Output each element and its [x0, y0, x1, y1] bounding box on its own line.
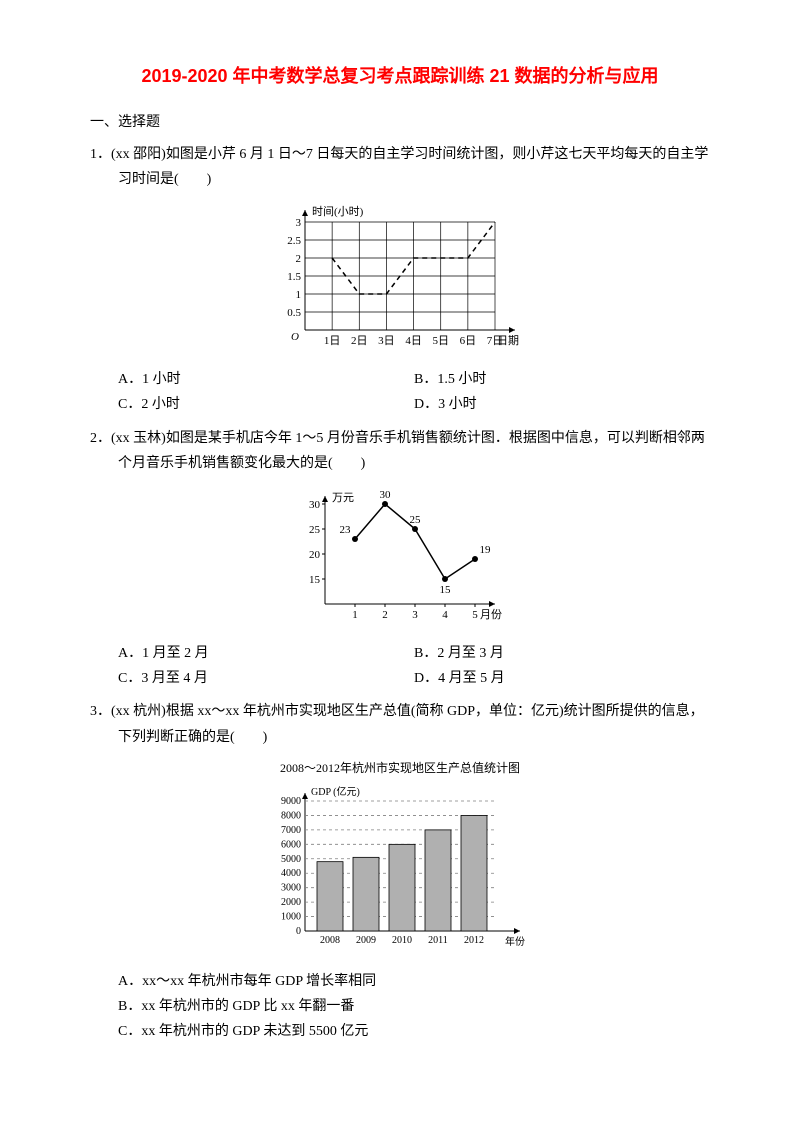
- svg-text:7日: 7日: [487, 335, 504, 347]
- svg-text:3: 3: [296, 217, 302, 229]
- svg-text:2000: 2000: [281, 898, 301, 909]
- q2-optA: A．1 月至 2 月: [118, 641, 414, 666]
- svg-text:2009: 2009: [356, 935, 376, 946]
- svg-text:6000: 6000: [281, 840, 301, 851]
- svg-text:1.5: 1.5: [287, 271, 301, 283]
- q1-ylabel: 时间(小时): [312, 205, 364, 218]
- svg-text:2.5: 2.5: [287, 235, 301, 247]
- q2-options: A．1 月至 2 月 B．2 月至 3 月 C．3 月至 4 月 D．4 月至 …: [90, 641, 710, 691]
- q1-number: 1．: [90, 147, 111, 162]
- q3-ylabel: GDP (亿元): [311, 785, 360, 798]
- svg-text:0.5: 0.5: [287, 307, 301, 319]
- q3-number: 3．: [90, 704, 111, 719]
- question-3: 3．(xx 杭州)根据 xx～xx 年杭州市实现地区生产总值(简称 GDP，单位…: [90, 699, 710, 1044]
- svg-text:2011: 2011: [428, 935, 448, 946]
- svg-text:20: 20: [309, 549, 321, 561]
- q2-text: (xx 玉林)如图是某手机店今年 1～5 月份音乐手机销售额统计图．根据图中信息…: [111, 431, 705, 471]
- svg-text:9000: 9000: [281, 796, 301, 807]
- svg-text:2008: 2008: [320, 935, 340, 946]
- q3-chart-title: 2008～2012年杭州市实现地区生产总值统计图: [90, 758, 710, 780]
- question-2: 2．(xx 玉林)如图是某手机店今年 1～5 月份音乐手机销售额统计图．根据图中…: [90, 426, 710, 692]
- svg-text:5日: 5日: [432, 335, 449, 347]
- svg-text:15: 15: [440, 584, 452, 596]
- q3-optA: A．xx～xx 年杭州市每年 GDP 增长率相同: [118, 969, 710, 994]
- q1-optA: A．1 小时: [118, 367, 414, 392]
- q2-ylabel: 万元: [332, 492, 354, 504]
- svg-text:15: 15: [309, 574, 321, 586]
- q1-optD: D．3 小时: [414, 392, 710, 417]
- svg-text:2日: 2日: [351, 335, 368, 347]
- q2-chart: 万元 月份 15202530 12345 2330251519: [90, 484, 710, 633]
- svg-text:0: 0: [296, 926, 301, 937]
- svg-text:5000: 5000: [281, 854, 301, 865]
- q1-chart: 时间(小时) 日期 O 0.511.522.53 1日2日3日4日5日6日7日: [90, 200, 710, 359]
- svg-text:4: 4: [442, 609, 448, 621]
- svg-text:1日: 1日: [324, 335, 341, 347]
- svg-text:3000: 3000: [281, 883, 301, 894]
- svg-text:23: 23: [340, 524, 352, 536]
- svg-text:2: 2: [296, 253, 302, 265]
- svg-text:3: 3: [412, 609, 418, 621]
- q2-optD: D．4 月至 5 月: [414, 666, 710, 691]
- q3-xlabel: 年份: [505, 935, 525, 948]
- q2-optC: C．3 月至 4 月: [118, 666, 414, 691]
- svg-text:2010: 2010: [392, 935, 412, 946]
- page-title: 2019-2020 年中考数学总复习考点跟踪训练 21 数据的分析与应用: [90, 60, 710, 92]
- svg-text:3日: 3日: [378, 335, 395, 347]
- q2-optB: B．2 月至 3 月: [414, 641, 710, 666]
- question-1: 1．(xx 邵阳)如图是小芹 6 月 1 日～7 日每天的自主学习时间统计图，则…: [90, 142, 710, 418]
- q1-optB: B．1.5 小时: [414, 367, 710, 392]
- q2-number: 2．: [90, 431, 111, 446]
- svg-text:7000: 7000: [281, 825, 301, 836]
- q2-xlabel: 月份: [480, 608, 502, 621]
- svg-text:8000: 8000: [281, 811, 301, 822]
- q3-optB: B．xx 年杭州市的 GDP 比 xx 年翻一番: [118, 994, 710, 1019]
- q1-optC: C．2 小时: [118, 392, 414, 417]
- svg-text:4日: 4日: [405, 335, 422, 347]
- svg-text:1000: 1000: [281, 912, 301, 923]
- svg-text:6日: 6日: [460, 335, 477, 347]
- svg-text:2012: 2012: [464, 935, 484, 946]
- svg-text:4000: 4000: [281, 869, 301, 880]
- q1-options: A．1 小时 B．1.5 小时 C．2 小时 D．3 小时: [90, 367, 710, 417]
- svg-text:O: O: [291, 331, 299, 343]
- q3-chart: 2008～2012年杭州市实现地区生产总值统计图 GDP (亿元) 年份 0 10…: [90, 758, 710, 961]
- q3-options: A．xx～xx 年杭州市每年 GDP 增长率相同 B．xx 年杭州市的 GDP …: [90, 969, 710, 1045]
- svg-text:19: 19: [480, 544, 492, 556]
- section-header: 一、选择题: [90, 110, 710, 135]
- svg-text:25: 25: [309, 524, 321, 536]
- q3-text: (xx 杭州)根据 xx～xx 年杭州市实现地区生产总值(简称 GDP，单位：亿…: [111, 704, 704, 744]
- q1-text: (xx 邵阳)如图是小芹 6 月 1 日～7 日每天的自主学习时间统计图，则小芹…: [111, 147, 708, 187]
- svg-text:30: 30: [309, 499, 321, 511]
- svg-text:30: 30: [380, 489, 392, 501]
- svg-text:1: 1: [352, 609, 358, 621]
- svg-text:1: 1: [296, 289, 302, 301]
- svg-text:2: 2: [382, 609, 388, 621]
- svg-text:25: 25: [410, 514, 422, 526]
- q3-optC: C．xx 年杭州市的 GDP 未达到 5500 亿元: [118, 1019, 710, 1044]
- svg-text:5: 5: [472, 609, 478, 621]
